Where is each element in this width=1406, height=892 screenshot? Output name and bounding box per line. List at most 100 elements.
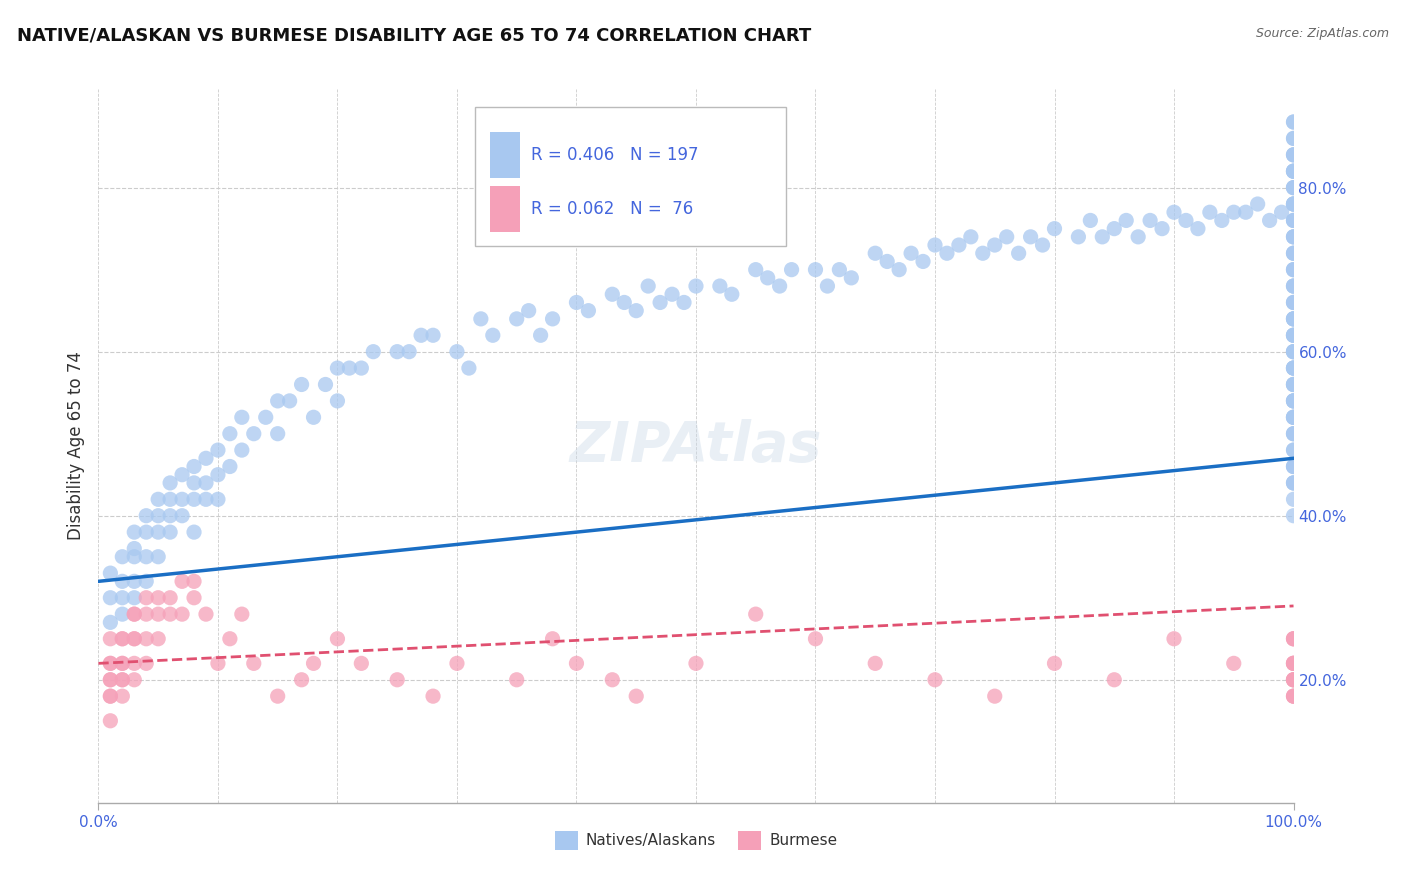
Point [685, 279, 707, 293]
Point [721, 287, 744, 301]
Text: R = 0.406   N = 197: R = 0.406 N = 197 [531, 146, 699, 164]
Point [1008, 246, 1031, 260]
Legend: Natives/Alaskans, Burmese: Natives/Alaskans, Burmese [548, 825, 844, 855]
Point [111, 574, 134, 589]
Point [1282, 393, 1305, 408]
Point [98, 657, 122, 671]
Point [1282, 311, 1305, 326]
Point [326, 393, 349, 408]
Point [1282, 657, 1305, 671]
Point [350, 361, 373, 376]
Point [613, 295, 636, 310]
Point [1282, 410, 1305, 425]
Point [1282, 426, 1305, 441]
Point [148, 508, 170, 523]
Point [1282, 180, 1305, 194]
Point [1282, 246, 1305, 260]
Point [98, 615, 122, 630]
Point [111, 673, 134, 687]
Point [1223, 205, 1246, 219]
Point [602, 287, 624, 301]
Point [135, 657, 157, 671]
Point [148, 607, 170, 622]
Point [1282, 180, 1305, 194]
Point [1282, 328, 1305, 343]
Point [302, 657, 325, 671]
Point [995, 230, 1018, 244]
Point [565, 657, 588, 671]
Point [541, 311, 564, 326]
Point [637, 279, 659, 293]
Point [159, 591, 181, 605]
Point [1139, 213, 1161, 227]
Point [148, 549, 170, 564]
Point [984, 689, 1007, 703]
Point [1282, 328, 1305, 343]
Point [111, 591, 134, 605]
Point [219, 426, 242, 441]
Point [124, 632, 146, 646]
Point [111, 657, 134, 671]
Point [1199, 205, 1222, 219]
Point [195, 475, 218, 490]
Point [804, 262, 827, 277]
Point [207, 443, 229, 458]
Point [148, 591, 170, 605]
Point [1282, 295, 1305, 310]
Point [385, 673, 409, 687]
Point [1282, 393, 1305, 408]
Point [172, 467, 194, 482]
Point [1282, 632, 1305, 646]
Point [889, 262, 911, 277]
Point [602, 673, 624, 687]
Point [183, 591, 205, 605]
Y-axis label: Disability Age 65 to 74: Disability Age 65 to 74 [66, 351, 84, 541]
Point [1282, 164, 1305, 178]
Point [1282, 673, 1305, 687]
Point [111, 632, 134, 646]
Point [124, 632, 146, 646]
Point [1282, 295, 1305, 310]
Point [1282, 344, 1305, 359]
Point [1282, 689, 1305, 703]
Point [1282, 475, 1305, 490]
Point [1247, 197, 1270, 211]
Point [1282, 410, 1305, 425]
FancyBboxPatch shape [491, 186, 520, 232]
Point [1282, 311, 1305, 326]
Point [446, 344, 468, 359]
Point [984, 238, 1007, 252]
Point [159, 525, 181, 540]
Point [1282, 410, 1305, 425]
Point [1282, 361, 1305, 376]
Point [111, 657, 134, 671]
Point [541, 632, 564, 646]
Point [1032, 238, 1054, 252]
Point [124, 525, 146, 540]
Point [1282, 197, 1305, 211]
Point [506, 311, 529, 326]
Point [1282, 148, 1305, 162]
Point [1282, 377, 1305, 392]
Point [124, 673, 146, 687]
Point [111, 607, 134, 622]
Point [948, 238, 970, 252]
Point [135, 549, 157, 564]
Point [912, 254, 935, 268]
Point [98, 673, 122, 687]
Point [207, 492, 229, 507]
Point [159, 475, 181, 490]
Point [422, 689, 444, 703]
Point [1282, 230, 1305, 244]
Point [1282, 459, 1305, 474]
Point [876, 254, 898, 268]
Point [745, 607, 768, 622]
Point [172, 574, 194, 589]
Point [1282, 443, 1305, 458]
Point [172, 492, 194, 507]
Point [1282, 213, 1305, 227]
Point [231, 443, 253, 458]
Point [339, 361, 361, 376]
Point [1282, 230, 1305, 244]
Point [135, 632, 157, 646]
